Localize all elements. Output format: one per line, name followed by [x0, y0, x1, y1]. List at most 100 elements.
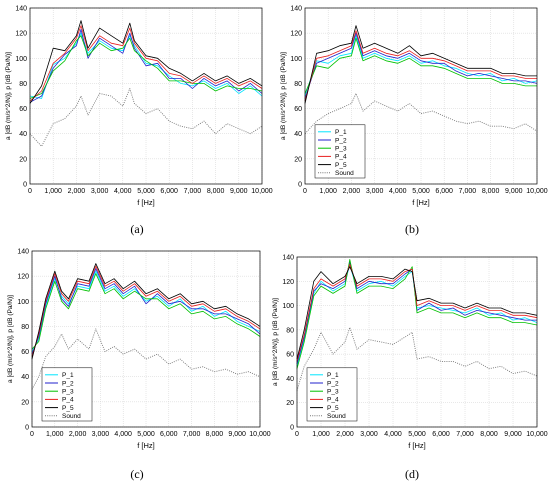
legend-label: P_2 — [327, 380, 339, 387]
x-axis-label: f [Hz] — [137, 198, 155, 207]
series-line-p-2 — [296, 261, 537, 365]
x-tick-label: 8,000 — [206, 431, 224, 438]
x-tick-label: 2,000 — [68, 188, 86, 195]
legend-label: P_1 — [335, 129, 347, 136]
y-tick-label: 0 — [23, 182, 27, 189]
series-line-p-5 — [304, 25, 537, 104]
y-tick-label: 40 — [19, 131, 27, 138]
legend-label: P_3 — [335, 146, 347, 153]
series-line-sound — [29, 88, 263, 147]
x-tick-label: 6,000 — [160, 431, 178, 438]
series-line-p-4 — [304, 30, 537, 102]
x-tick-label: 0 — [295, 431, 299, 438]
legend-box — [306, 367, 358, 422]
series-line-p-1 — [296, 263, 538, 367]
legend-box — [41, 367, 93, 422]
series-line-p-5 — [31, 263, 261, 360]
y-axis-label: a [dB (m/s^2/N)], p [dB (Pa/N)] — [280, 52, 287, 140]
x-tick-label: 0 — [30, 431, 34, 438]
x-tick-label: 9,000 — [505, 188, 523, 195]
series-line-sound — [31, 328, 261, 390]
y-tick-label: 40 — [286, 376, 294, 383]
chart-panel-b: 0 1,000 2,000 3,000 4,000 5,000 6,000 7,000 8,00… — [280, 6, 548, 208]
panel-caption-a: (a) — [130, 222, 144, 236]
plot-frame — [31, 250, 261, 428]
y-tick-label: 20 — [294, 156, 302, 163]
x-tick-label: 7,000 — [459, 188, 477, 195]
chart-panel-c: 0 1,000 2,000 3,000 4,000 5,000 6,000 7,000 8,00… — [7, 249, 271, 451]
x-tick-label: 5,000 — [408, 431, 426, 438]
y-tick-label: 140 — [290, 6, 302, 13]
legend-label: P_2 — [62, 380, 74, 387]
y-tick-label: 140 — [282, 255, 294, 262]
x-tick-label: 7,000 — [456, 431, 474, 438]
x-tick-label: 1,000 — [44, 188, 62, 195]
x-tick-label: 6,000 — [160, 188, 178, 195]
x-tick-label: 4,000 — [384, 431, 402, 438]
x-tick-label: 4,000 — [114, 431, 132, 438]
y-tick-label: 60 — [21, 349, 29, 356]
y-axis-label: a [dB (m/s^2/N)], p [dB (Pa/N)] — [272, 298, 279, 386]
x-tick-label: 0 — [303, 188, 307, 195]
legend-label: Sound — [327, 413, 346, 420]
x-axis-label: f [Hz] — [408, 441, 426, 450]
x-tick-label: 6,000 — [435, 188, 453, 195]
y-tick-label: 120 — [290, 31, 302, 38]
x-tick-label: 4,000 — [389, 188, 407, 195]
y-tick-label: 60 — [294, 106, 302, 113]
legend-label: P_2 — [335, 137, 347, 144]
y-axis-label: a [dB (m/s^2/N)], p [dB (Pa/N)] — [5, 52, 12, 140]
y-tick-label: 0 — [290, 425, 294, 432]
plot-frame — [296, 256, 538, 428]
x-tick-label: 10,000 — [251, 188, 273, 195]
x-tick-label: 2,000 — [336, 431, 354, 438]
y-tick-label: 20 — [21, 399, 29, 406]
legend-label: P_5 — [335, 162, 347, 169]
y-tick-label: 60 — [19, 106, 27, 113]
y-tick-label: 100 — [282, 303, 294, 310]
y-tick-label: 40 — [294, 131, 302, 138]
y-tick-label: 120 — [17, 274, 29, 281]
x-tick-label: 7,000 — [183, 431, 201, 438]
legend-label: P_4 — [327, 397, 339, 404]
series-line-p-4 — [31, 265, 261, 357]
x-tick-label: 4,000 — [114, 188, 132, 195]
series-line-sound — [296, 326, 538, 391]
x-tick-label: 0 — [28, 188, 32, 195]
y-tick-label: 80 — [286, 327, 294, 334]
y-tick-label: 100 — [290, 56, 302, 63]
x-tick-label: 9,000 — [228, 431, 246, 438]
plot-frame — [29, 7, 263, 185]
y-tick-label: 60 — [286, 352, 294, 359]
legend-label: P_5 — [327, 405, 339, 412]
y-tick-label: 120 — [15, 31, 27, 38]
x-tick-label: 3,000 — [366, 188, 384, 195]
x-tick-label: 8,000 — [482, 188, 500, 195]
series-line-sound — [304, 93, 538, 135]
legend-label: P_4 — [335, 154, 347, 161]
chart-panel-a: 0 1,000 2,000 3,000 4,000 5,000 6,000 7,000 8,00… — [5, 6, 273, 208]
x-tick-label: 1,000 — [46, 431, 64, 438]
y-tick-label: 80 — [294, 81, 302, 88]
x-tick-label: 3,000 — [92, 431, 110, 438]
legend-box — [314, 124, 366, 179]
y-axis-label: a [dB (m/s^2/N)], p [dB (Pa/N)] — [7, 295, 14, 383]
x-tick-label: 5,000 — [412, 188, 430, 195]
series-line-p-3 — [296, 258, 538, 369]
series-line-p-2 — [304, 32, 538, 99]
panel-caption-d: (d) — [405, 467, 419, 481]
x-tick-label: 1,000 — [319, 188, 337, 195]
x-axis-label: f [Hz] — [412, 198, 430, 207]
series-line-p-4 — [29, 25, 263, 102]
x-tick-label: 3,000 — [360, 431, 378, 438]
series-line-p-3 — [29, 35, 263, 99]
series-line-p-2 — [31, 268, 261, 355]
legend-label: P_3 — [62, 389, 74, 396]
y-tick-label: 120 — [282, 279, 294, 286]
x-tick-label: 10,000 — [526, 188, 548, 195]
x-tick-label: 7,000 — [184, 188, 202, 195]
x-tick-label: 9,000 — [230, 188, 248, 195]
y-tick-label: 20 — [286, 400, 294, 407]
y-tick-label: 0 — [25, 425, 29, 432]
